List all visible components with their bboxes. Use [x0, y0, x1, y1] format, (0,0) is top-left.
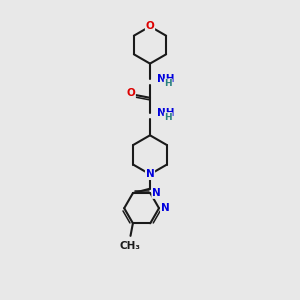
Text: NH: NH	[157, 108, 174, 118]
Text: CH₃: CH₃	[120, 241, 141, 251]
Text: NH: NH	[157, 74, 174, 84]
Text: H: H	[164, 113, 172, 122]
Text: O: O	[146, 21, 154, 32]
Text: N: N	[161, 203, 170, 213]
Text: N: N	[152, 188, 161, 198]
Text: N: N	[146, 169, 154, 179]
Text: H: H	[164, 79, 172, 88]
Text: O: O	[126, 88, 135, 98]
